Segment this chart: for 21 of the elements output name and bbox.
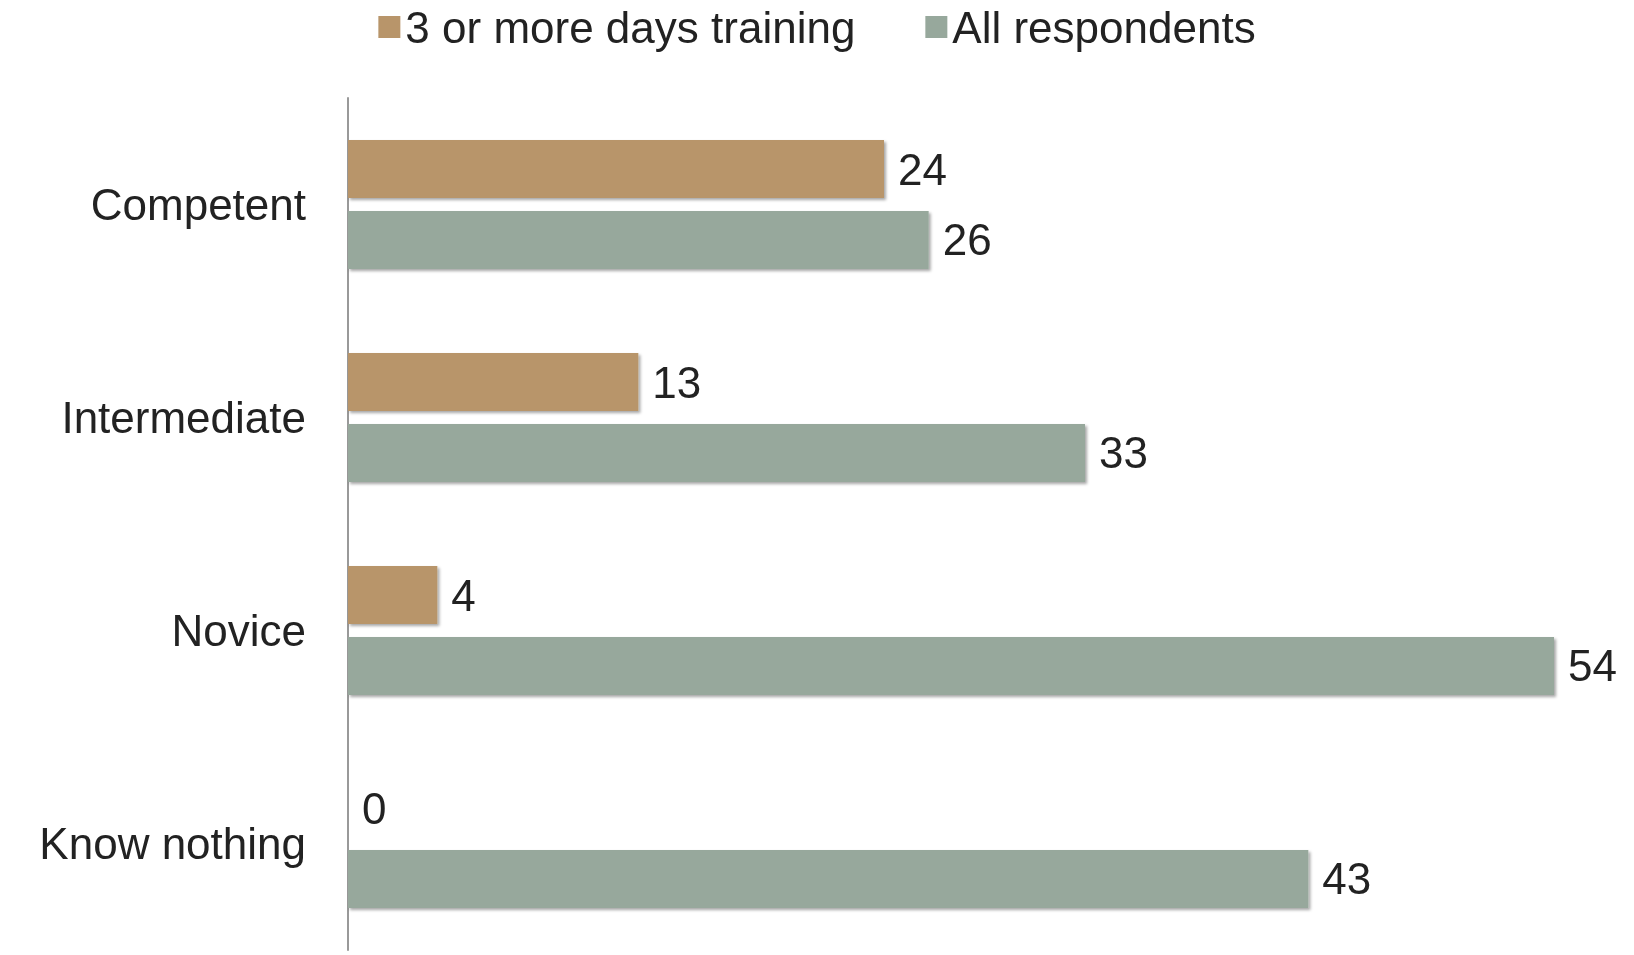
bar: [348, 849, 1309, 908]
data-label: 54: [1568, 641, 1617, 691]
data-label: 13: [652, 357, 702, 407]
y-tick-label: Competent: [90, 180, 306, 229]
data-label: 33: [1099, 428, 1148, 478]
bar: [348, 566, 438, 625]
data-label: 0: [362, 783, 387, 833]
y-tick-label: Novice: [171, 606, 306, 655]
y-tick-label: Intermediate: [61, 393, 306, 442]
data-label: 4: [451, 570, 476, 620]
bar: [348, 423, 1085, 482]
bar: [348, 353, 639, 412]
bar: [348, 140, 884, 199]
legend-label: 3 or more days training: [405, 2, 856, 52]
data-label: 43: [1322, 854, 1372, 904]
data-label: 24: [898, 144, 947, 194]
data-label: 26: [942, 215, 992, 265]
legend-label: All respondents: [952, 2, 1256, 52]
bar: [348, 636, 1554, 695]
y-tick-label: Know nothing: [39, 819, 306, 868]
bar: [348, 210, 929, 269]
